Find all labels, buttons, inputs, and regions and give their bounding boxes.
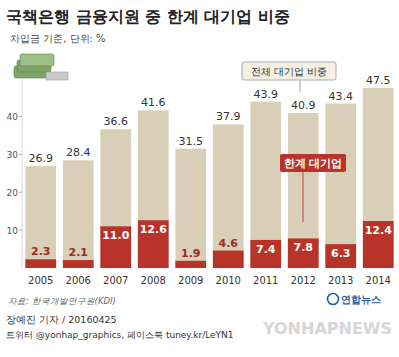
x-tick-label: 2009 xyxy=(178,275,203,286)
bar xyxy=(63,160,94,268)
y-tick-label: 20 xyxy=(7,188,19,198)
y-tick-label: 40 xyxy=(7,112,19,122)
source: 자료: 한국개발연구원(KDI) xyxy=(8,296,116,306)
logo-mark xyxy=(328,294,339,305)
watermark: YONHAPNEWS xyxy=(262,319,392,338)
y-axis-line xyxy=(22,79,23,269)
legend-total: 전체 대기업 비중 xyxy=(242,62,336,92)
data-label: 28.4 xyxy=(66,146,91,159)
x-tick-label: 2013 xyxy=(328,275,353,286)
labels: 26.9 28.4 36.6 41.6 31.5 37.9 43.9 40.9 43.4 47.5… xyxy=(29,74,393,260)
y-tick xyxy=(19,116,22,117)
data-label: 36.6 xyxy=(104,115,129,128)
bar xyxy=(325,244,356,268)
bar xyxy=(100,226,131,268)
logo-text: 연합뉴스 xyxy=(341,294,381,305)
x-tick-label: 2005 xyxy=(28,275,53,286)
bar xyxy=(213,251,244,268)
callout-pointer xyxy=(303,172,304,222)
bar xyxy=(288,238,319,268)
data-label: 40.9 xyxy=(291,99,316,112)
data-label: 2.1 xyxy=(69,246,89,259)
money-bill xyxy=(20,54,54,66)
legend-marginal: 한계 대기업 xyxy=(280,154,346,222)
bar xyxy=(288,113,319,268)
data-label: 12.4 xyxy=(365,224,392,237)
data-label: 1.9 xyxy=(181,247,201,260)
bar xyxy=(175,261,206,268)
x-tick-label: 2008 xyxy=(141,275,166,286)
bar xyxy=(250,240,281,268)
x-tick-label: 2014 xyxy=(366,275,391,286)
chart: 국책은행 금융지원 중 한계 대기업 비중차입금 기준, 단위: % 10 20 30… xyxy=(0,0,399,357)
bar xyxy=(63,260,94,268)
bar xyxy=(213,124,244,268)
data-label: 31.5 xyxy=(179,135,204,148)
data-label: 7.4 xyxy=(256,243,276,256)
bars xyxy=(25,88,393,268)
legend-label: 한계 대기업 xyxy=(284,157,343,169)
x-tick-label: 2010 xyxy=(216,275,241,286)
data-label: 43.9 xyxy=(254,88,279,101)
y-tick xyxy=(19,154,22,155)
x-tick-label: 2007 xyxy=(103,275,128,286)
y-tick-label: 10 xyxy=(7,226,19,236)
bar xyxy=(175,149,206,268)
credit: 장예진 기자 / 20160425 xyxy=(6,314,117,325)
bar xyxy=(138,110,169,268)
x-tick-label: 2006 xyxy=(66,275,91,286)
x-tick-label: 2011 xyxy=(253,275,278,286)
background xyxy=(0,0,399,357)
title: 국책은행 금융지원 중 한계 대기업 비중 xyxy=(6,7,290,26)
bar xyxy=(25,259,56,268)
callout-box xyxy=(242,62,336,80)
money-icon xyxy=(14,54,68,80)
bar xyxy=(100,129,131,268)
data-label: 43.4 xyxy=(329,90,354,103)
data-label: 11.0 xyxy=(102,229,129,242)
x-tick-label: 2012 xyxy=(291,275,316,286)
data-label: 2.3 xyxy=(31,245,51,258)
legend-label: 전체 대기업 비중 xyxy=(251,66,327,77)
data-label: 37.9 xyxy=(216,110,241,123)
page: {"chart_data": { "type": "bar", "title":… xyxy=(0,0,399,357)
data-label: 41.6 xyxy=(141,96,166,109)
coin-stack xyxy=(46,72,68,80)
data-label: 4.6 xyxy=(219,237,239,250)
data-label: 7.8 xyxy=(294,241,314,254)
social: 트위터 @yonhap_graphics, 페이스북 tuney.kr/LeYN… xyxy=(6,330,234,340)
data-label: 26.9 xyxy=(29,152,54,165)
callout-box xyxy=(280,154,346,172)
logo: 연합뉴스 xyxy=(328,294,382,306)
y-tick-label: 30 xyxy=(7,150,19,160)
subtitle: 차입금 기준, 단위: % xyxy=(10,33,106,44)
y-tick xyxy=(19,192,22,193)
callout-pointer xyxy=(300,80,301,92)
data-label: 12.6 xyxy=(140,223,167,236)
bar xyxy=(363,88,394,268)
data-label: 6.3 xyxy=(331,247,351,260)
bar xyxy=(138,220,169,268)
bar xyxy=(250,102,281,268)
data-label: 47.5 xyxy=(366,74,391,87)
bar xyxy=(325,104,356,268)
bar xyxy=(363,221,394,268)
y-tick xyxy=(19,230,22,231)
bar xyxy=(25,166,56,268)
